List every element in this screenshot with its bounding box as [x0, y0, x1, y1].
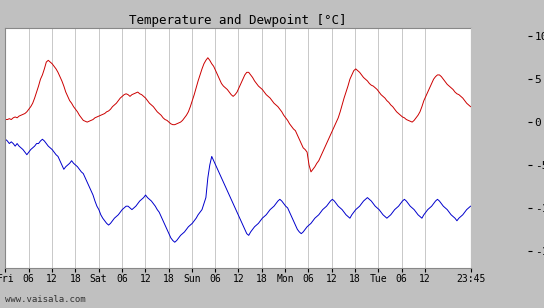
Title: Temperature and Dewpoint [°C]: Temperature and Dewpoint [°C] [129, 14, 347, 26]
Text: www.vaisala.com: www.vaisala.com [5, 295, 86, 304]
